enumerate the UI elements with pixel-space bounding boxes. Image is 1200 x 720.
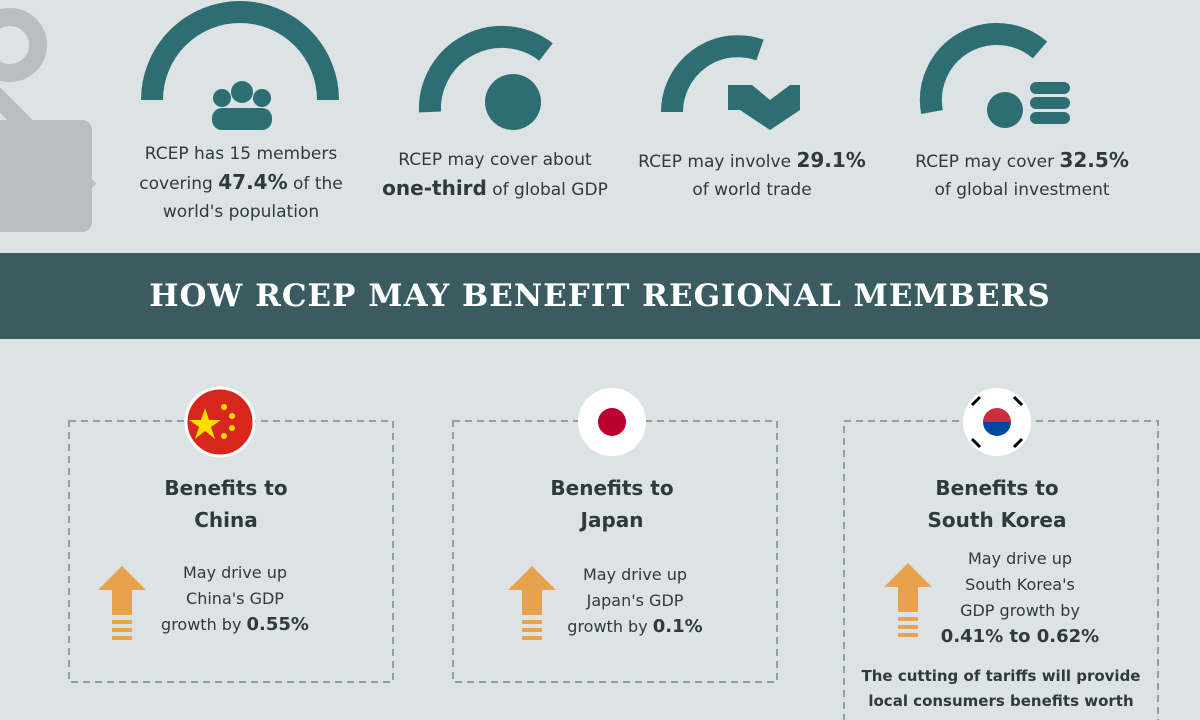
card-title: Benefits to China	[126, 472, 326, 536]
text: of world trade	[692, 180, 812, 200]
text-line: RCEP may cover 32.5%	[890, 146, 1154, 176]
text: Japan's GDP	[586, 591, 684, 610]
text-line: one-third of global GDP	[370, 174, 620, 204]
up-arrows	[98, 563, 932, 640]
card-title: Benefits to South Korea	[872, 472, 1122, 536]
text: covering	[139, 174, 219, 194]
title-line: Benefits to	[935, 476, 1059, 500]
card-title: Benefits to Japan	[512, 472, 712, 536]
card-body: May drive up China's GDP growth by 0.55%	[145, 560, 325, 638]
text-line: Japan's GDP	[545, 588, 725, 614]
text-line: growth by 0.1%	[545, 614, 725, 640]
text-line: 0.41% to 0.62%	[925, 624, 1115, 650]
highlight: 0.1%	[652, 616, 703, 637]
text-line: growth by 0.55%	[145, 612, 325, 638]
title-line: Benefits to	[550, 476, 674, 500]
card-body: May drive up Japan's GDP growth by 0.1%	[545, 562, 725, 640]
decor-block	[0, 120, 92, 232]
highlight: 29.1%	[796, 148, 866, 172]
title-line: South Korea	[927, 508, 1067, 532]
text: May drive up	[967, 549, 1073, 568]
text: of global GDP	[486, 180, 608, 200]
stat: RCEP has 15 members covering 47.4% of the…	[131, 140, 351, 226]
text-line: May drive up	[545, 562, 725, 588]
text: growth by	[567, 617, 653, 636]
text-line: May drive up	[145, 560, 325, 586]
stat: RCEP may cover 32.5% of global investment	[890, 146, 1154, 204]
text-line: world's population	[131, 198, 351, 226]
highlight: 32.5%	[1059, 148, 1129, 172]
stat-icons	[212, 74, 1070, 130]
banner: HOW RCEP MAY BENEFIT REGIONAL MEMBERS	[0, 253, 1200, 339]
text: GDP growth by	[960, 601, 1080, 620]
highlight: 47.4%	[218, 170, 288, 194]
text: world's population	[162, 202, 320, 222]
text: RCEP may cover about	[398, 150, 592, 170]
text: RCEP has 15 members	[144, 144, 338, 164]
stat: RCEP may cover about one-third of global …	[370, 146, 620, 204]
highlight: 0.55%	[246, 614, 309, 635]
text: RCEP may cover	[915, 152, 1060, 172]
title-line: Japan	[580, 508, 644, 532]
text-line: RCEP may involve 29.1%	[620, 146, 884, 176]
text: May drive up	[182, 563, 288, 582]
text: growth by	[161, 615, 247, 634]
text-line: RCEP may cover about	[370, 146, 620, 174]
text-line: covering 47.4% of the	[131, 168, 351, 198]
text: RCEP may involve	[638, 152, 797, 172]
text: of global investment	[934, 180, 1110, 200]
text: China's GDP	[186, 589, 284, 608]
card-body: May drive up South Korea's GDP growth by 0.…	[925, 546, 1115, 650]
text: South Korea's	[965, 575, 1075, 594]
note-line: The cutting of tariffs will provide	[861, 667, 1141, 685]
text-line: South Korea's	[925, 572, 1115, 598]
stat: RCEP may involve 29.1% of world trade	[620, 146, 884, 204]
title-line: China	[194, 508, 258, 532]
text: of the	[287, 174, 343, 194]
text-line: GDP growth by	[925, 598, 1115, 624]
highlight: one-third	[382, 176, 487, 200]
text-line: China's GDP	[145, 586, 325, 612]
text: May drive up	[582, 565, 688, 584]
text-line: RCEP has 15 members	[131, 140, 351, 168]
card-note: The cutting of tariffs will provide local…	[846, 664, 1156, 714]
text-line: of global investment	[890, 176, 1154, 204]
highlight: 0.41% to 0.62%	[940, 626, 1100, 647]
title-line: Benefits to	[164, 476, 288, 500]
note-line: local consumers benefits worth	[868, 692, 1134, 710]
text-line: May drive up	[925, 546, 1115, 572]
gauges	[141, 1, 1048, 114]
text-line: of world trade	[620, 176, 884, 204]
flags	[184, 386, 1031, 458]
